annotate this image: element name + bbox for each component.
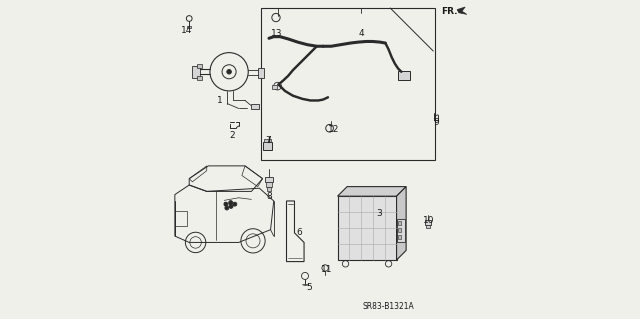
Bar	[175, 211, 187, 226]
Bar	[267, 187, 271, 191]
Text: 8: 8	[266, 192, 272, 201]
Bar	[398, 235, 401, 239]
Text: 10: 10	[422, 216, 434, 225]
Bar	[398, 71, 410, 80]
Polygon shape	[457, 7, 467, 14]
Bar	[187, 26, 191, 28]
Text: 12: 12	[328, 125, 339, 134]
Polygon shape	[397, 187, 406, 260]
Bar	[261, 8, 435, 160]
Circle shape	[227, 70, 231, 74]
Circle shape	[228, 201, 232, 204]
Bar	[424, 220, 431, 225]
Text: 6: 6	[296, 228, 302, 237]
Bar	[258, 68, 264, 78]
Text: 2: 2	[230, 131, 235, 140]
Circle shape	[225, 206, 228, 210]
Text: 5: 5	[306, 283, 312, 292]
Bar	[262, 142, 272, 150]
Text: SR83-B1321A: SR83-B1321A	[363, 302, 415, 311]
Bar	[266, 182, 272, 187]
Circle shape	[233, 202, 237, 206]
Text: 3: 3	[376, 209, 382, 218]
Bar	[398, 228, 401, 232]
Polygon shape	[337, 187, 406, 196]
Text: 7: 7	[266, 136, 271, 145]
Text: FR.: FR.	[440, 7, 457, 16]
Bar	[197, 76, 202, 80]
Text: 11: 11	[321, 265, 332, 274]
Bar	[397, 219, 406, 242]
Circle shape	[229, 204, 233, 208]
Bar	[398, 221, 401, 225]
Circle shape	[224, 202, 228, 206]
Bar	[197, 64, 202, 68]
Bar	[193, 66, 200, 78]
Text: 4: 4	[358, 29, 364, 38]
Text: 13: 13	[271, 29, 283, 38]
Text: 1: 1	[216, 96, 222, 105]
Bar	[271, 85, 277, 89]
Bar	[251, 104, 259, 109]
Text: 14: 14	[181, 26, 193, 35]
Bar	[265, 177, 273, 182]
Bar	[337, 196, 397, 260]
Bar	[264, 139, 271, 142]
Text: 9: 9	[433, 118, 439, 127]
Bar	[426, 225, 430, 228]
